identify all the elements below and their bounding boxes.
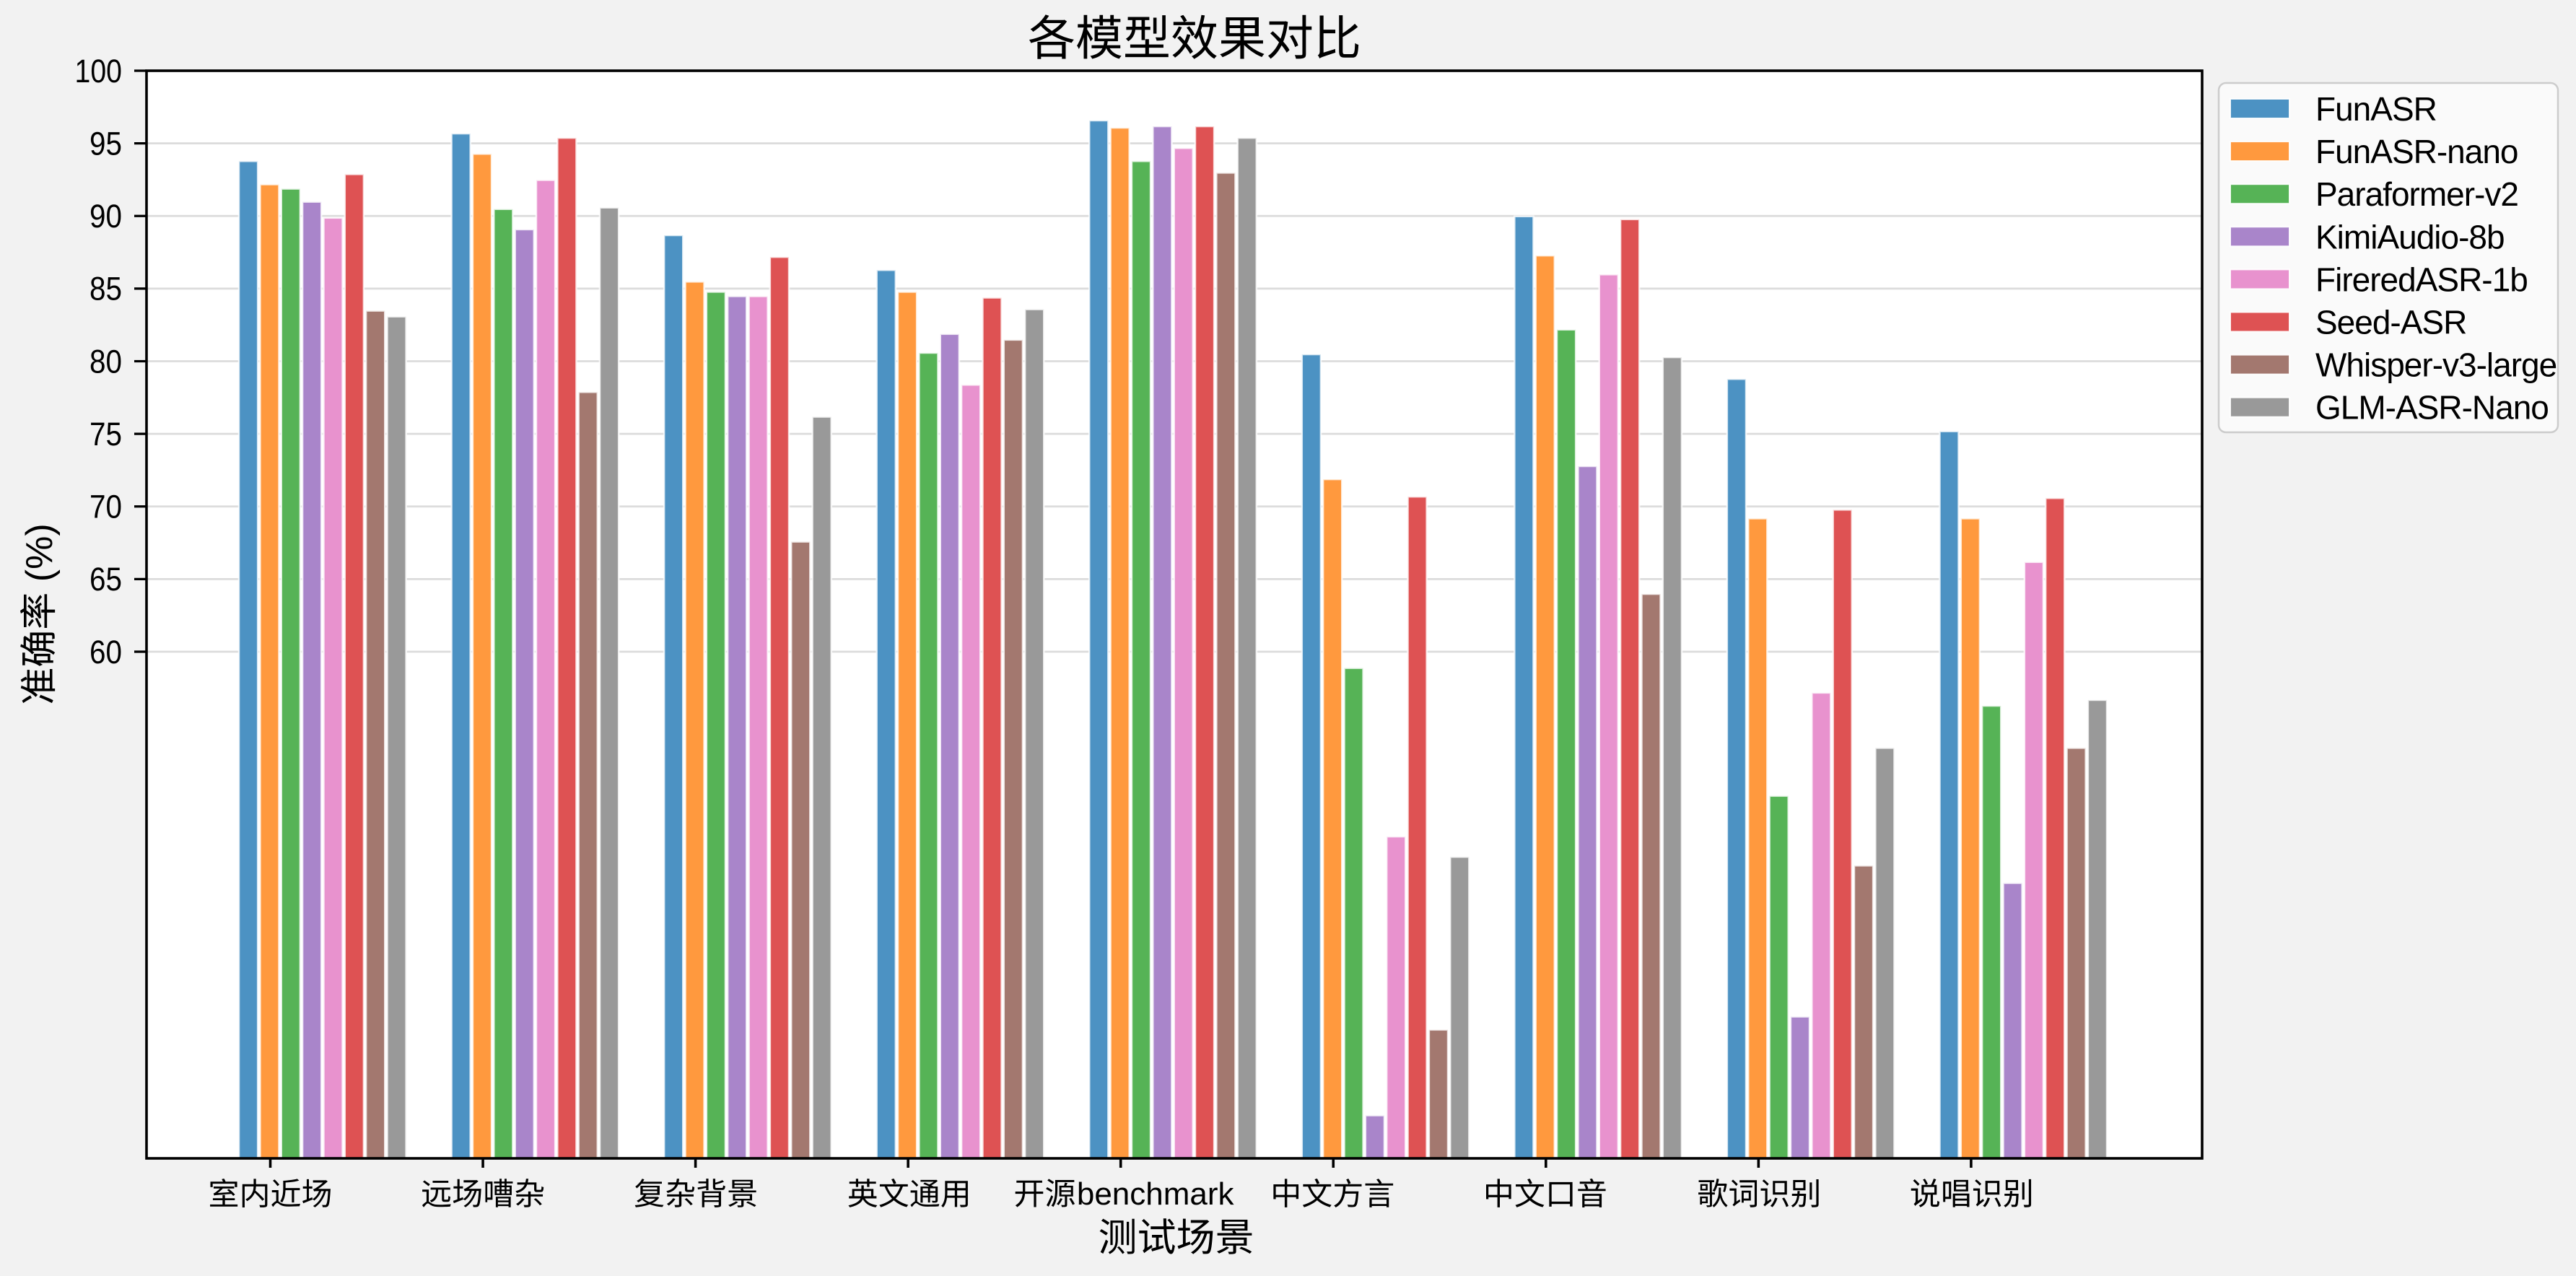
svg-text:FunASR-nano: FunASR-nano: [2315, 133, 2518, 170]
svg-text:75: 75: [89, 416, 122, 453]
svg-text:GLM-ASR-Nano: GLM-ASR-Nano: [2315, 389, 2549, 427]
svg-text:benchmark: benchmark: [1077, 1176, 1235, 1212]
svg-text:90: 90: [89, 198, 122, 235]
svg-text:FunASR: FunASR: [2315, 90, 2437, 128]
svg-text:Paraformer-v2: Paraformer-v2: [2315, 175, 2518, 213]
svg-text:FireredASR-1b: FireredASR-1b: [2315, 261, 2528, 298]
svg-text:65: 65: [89, 561, 122, 598]
svg-text:Seed-ASR: Seed-ASR: [2315, 304, 2466, 341]
svg-text:70: 70: [89, 489, 122, 525]
svg-text:60: 60: [89, 634, 122, 670]
svg-text:100: 100: [75, 53, 123, 89]
svg-text:(%): (%): [19, 523, 61, 582]
svg-text:Whisper-v3-large: Whisper-v3-large: [2315, 346, 2557, 384]
svg-text:95: 95: [89, 125, 122, 162]
svg-text:85: 85: [89, 271, 122, 307]
svg-text:80: 80: [89, 343, 122, 380]
svg-text:KimiAudio-8b: KimiAudio-8b: [2315, 218, 2505, 255]
